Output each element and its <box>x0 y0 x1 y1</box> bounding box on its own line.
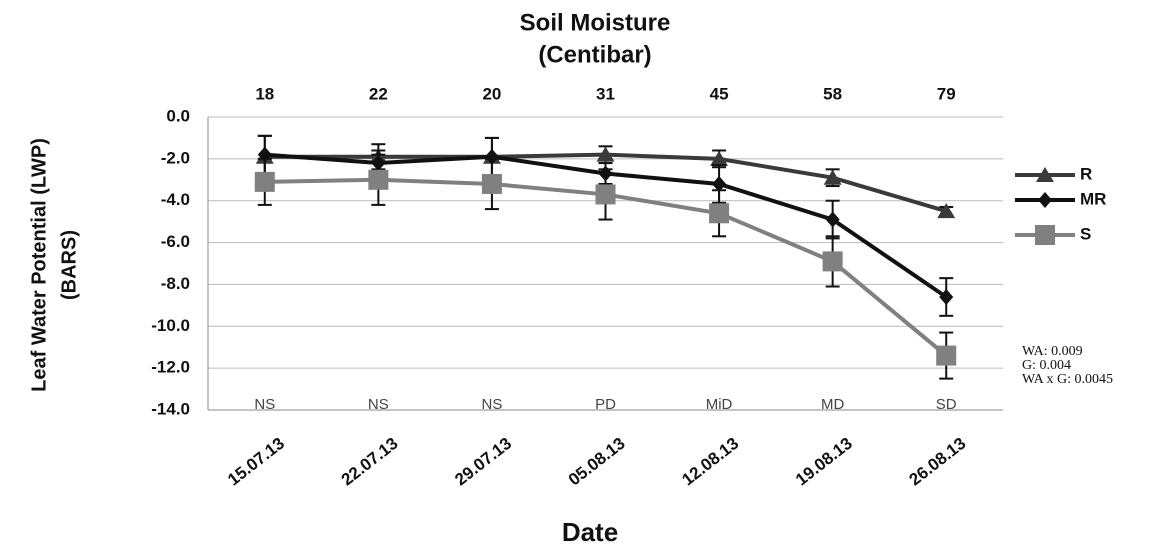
y-tick-label: -6.0 <box>161 232 190 251</box>
soil-moisture-label: 58 <box>823 84 842 103</box>
marker <box>254 171 275 192</box>
x-tick-label: 05.08.13 <box>565 434 629 490</box>
stage-label: MiD <box>706 396 733 413</box>
stat-label: WA: 0.009 <box>1022 344 1083 359</box>
soil-moisture-label: 22 <box>369 84 388 103</box>
stage-label: NS <box>368 396 389 413</box>
chart-subtitle: (Centibar) <box>538 41 651 68</box>
y-tick-label: -4.0 <box>161 190 190 209</box>
x-tick-label: 19.08.13 <box>792 434 856 490</box>
marker <box>823 169 842 185</box>
marker <box>937 203 956 219</box>
stage-label: NS <box>482 396 503 413</box>
marker <box>1035 225 1055 245</box>
marker <box>939 288 954 305</box>
y-tick-label: 0.0 <box>166 106 190 125</box>
marker <box>368 169 389 190</box>
series <box>257 134 954 317</box>
stat-label: G: 0.004 <box>1022 358 1071 373</box>
soil-moisture-label: 79 <box>937 84 956 103</box>
y-tick-label: -2.0 <box>161 148 190 167</box>
stat-label: WA x G: 0.0045 <box>1022 372 1113 387</box>
y-axis-title-line: Leaf Water Potential (LWP) <box>28 138 50 392</box>
legend-label: MR <box>1080 189 1106 208</box>
x-tick-label: 15.07.13 <box>224 434 288 490</box>
x-tick-label: 26.08.13 <box>906 434 970 490</box>
legend-label: R <box>1080 164 1092 183</box>
soil-moisture-label: 18 <box>255 84 274 103</box>
legend-label: S <box>1080 224 1091 243</box>
marker <box>822 251 843 272</box>
soil-moisture-label: 20 <box>482 84 501 103</box>
y-axis-title-unit: (BARS) <box>58 230 80 300</box>
soil-moisture-label: 45 <box>710 84 729 103</box>
marker <box>1038 192 1052 208</box>
marker <box>936 345 957 366</box>
x-tick-label: 22.07.13 <box>338 434 402 490</box>
chart-title: Soil Moisture <box>520 9 671 36</box>
marker <box>1036 167 1054 182</box>
stage-label: MD <box>821 396 844 413</box>
stage-label: PD <box>595 396 616 413</box>
x-axis-title: Date <box>562 517 618 547</box>
marker <box>712 175 727 192</box>
marker <box>825 211 840 228</box>
x-tick-label: 12.08.13 <box>678 434 742 490</box>
y-tick-label: -12.0 <box>151 358 190 377</box>
marker <box>596 146 615 162</box>
marker <box>595 184 616 205</box>
y-tick-label: -10.0 <box>151 316 190 335</box>
y-tick-label: -8.0 <box>161 274 190 293</box>
stage-label: SD <box>936 396 957 413</box>
series <box>254 153 957 380</box>
y-axis-title: Leaf Water Potential (LWP) (BARS) <box>28 138 80 392</box>
stage-label: NS <box>254 396 275 413</box>
marker <box>484 148 499 165</box>
marker <box>709 203 730 224</box>
marker <box>710 150 729 166</box>
soil-moisture-label: 31 <box>596 84 615 103</box>
x-tick-label: 29.07.13 <box>451 434 515 490</box>
marker <box>481 173 502 194</box>
y-tick-label: -14.0 <box>151 399 190 418</box>
